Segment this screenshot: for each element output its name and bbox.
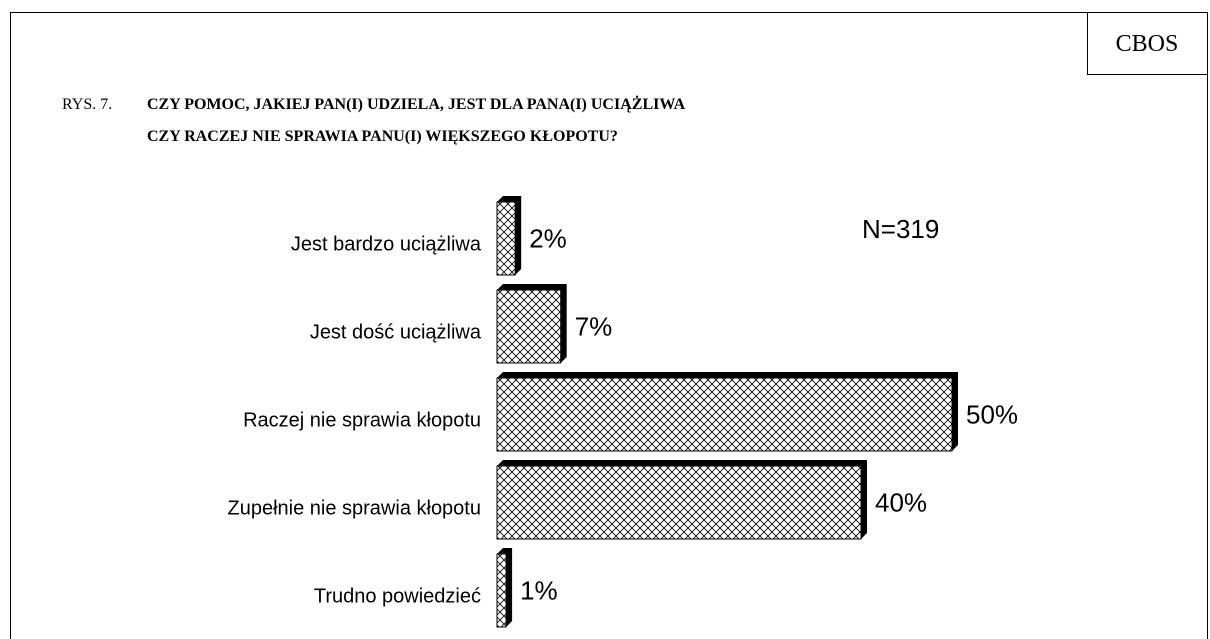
category-label: Trudno powiedzieć (314, 586, 481, 608)
source: CBOS (1116, 31, 1179, 57)
bar (496, 465, 862, 540)
category-label: Jest bardzo uciążliwa (291, 234, 482, 256)
bar (496, 289, 562, 364)
category-label: Zupełnie nie sprawia kłopotu (228, 498, 482, 520)
annotation: N=319 (862, 214, 939, 244)
chart-title: CZY POMOC, JAKIEJ PAN(I) UDZIELA, JEST D… (147, 94, 686, 113)
category-label: Jest dość uciążliwa (310, 322, 482, 344)
data-label: 7% (575, 312, 613, 342)
source-box (1087, 12, 1208, 75)
bar (496, 553, 507, 628)
data-label: 2% (529, 224, 567, 254)
bar (496, 201, 516, 276)
data-label: 50% (966, 400, 1018, 430)
data-label: 1% (520, 576, 558, 606)
bar (496, 377, 953, 452)
figure-label: RYS. 7. (62, 96, 112, 113)
frame (10, 12, 1208, 639)
chart-title: CZY RACZEJ NIE SPRAWIA PANU(I) WIĘKSZEGO… (147, 128, 618, 145)
data-label: 40% (875, 488, 927, 518)
category-label: Raczej nie sprawia kłopotu (243, 410, 481, 432)
